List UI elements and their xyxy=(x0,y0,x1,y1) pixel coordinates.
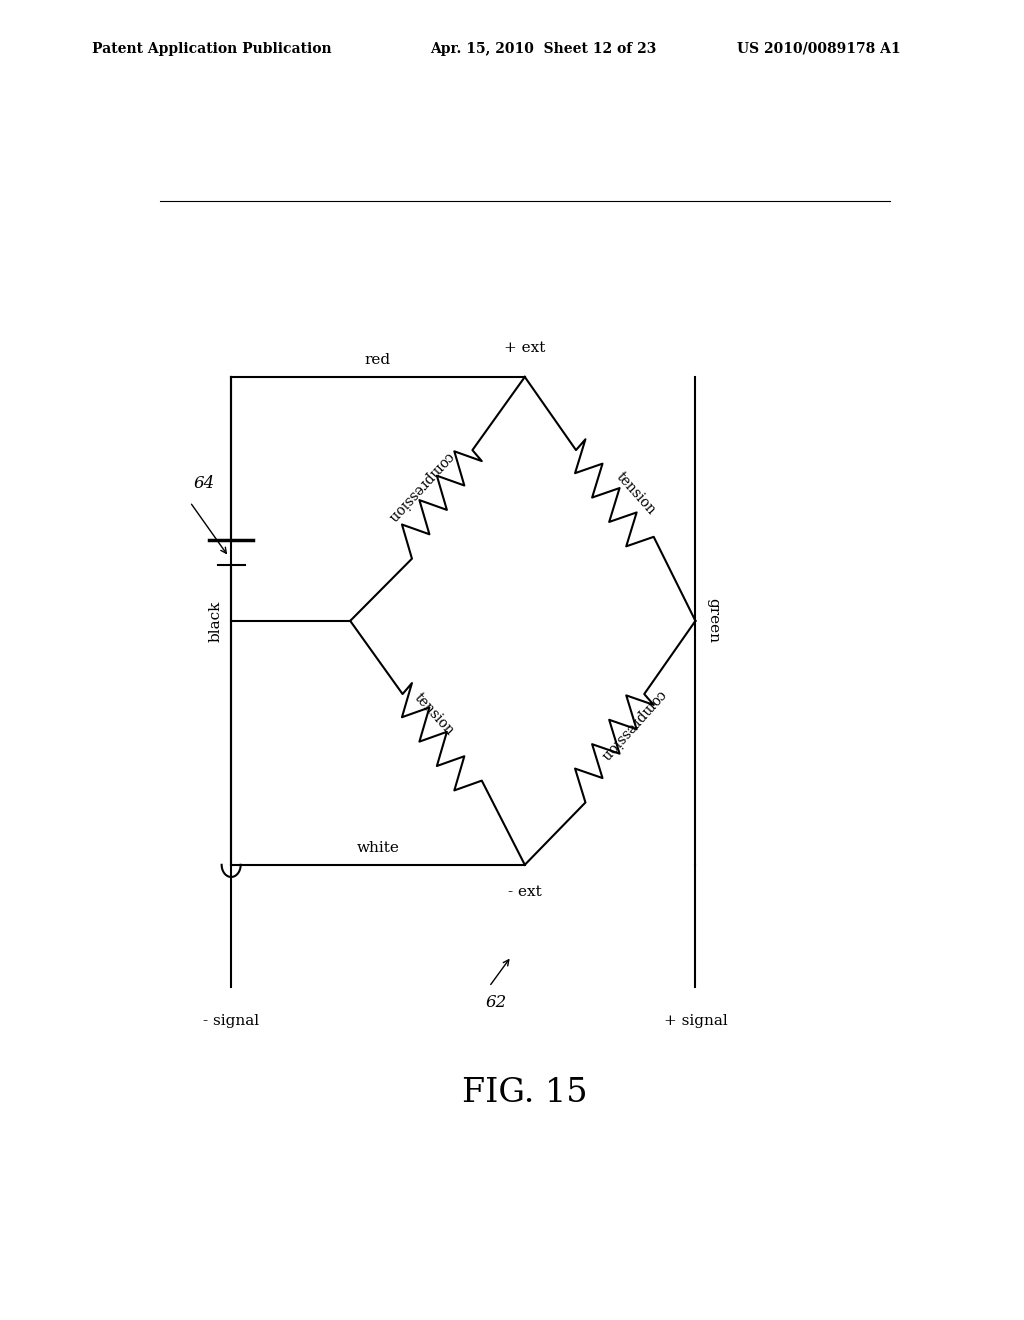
Text: Apr. 15, 2010  Sheet 12 of 23: Apr. 15, 2010 Sheet 12 of 23 xyxy=(430,42,656,55)
Text: white: white xyxy=(356,841,399,854)
Text: FIG. 15: FIG. 15 xyxy=(462,1077,588,1110)
Text: - ext: - ext xyxy=(508,886,542,899)
Text: black: black xyxy=(208,601,222,642)
Text: tension: tension xyxy=(613,470,658,517)
Text: US 2010/0089178 A1: US 2010/0089178 A1 xyxy=(737,42,901,55)
Text: compression: compression xyxy=(385,449,456,524)
Text: red: red xyxy=(365,352,391,367)
Text: green: green xyxy=(706,598,720,643)
Text: compression: compression xyxy=(597,686,668,763)
Text: tension: tension xyxy=(411,690,456,738)
Text: - signal: - signal xyxy=(203,1014,259,1028)
Text: + ext: + ext xyxy=(504,341,546,355)
Text: 64: 64 xyxy=(194,475,214,492)
Text: Patent Application Publication: Patent Application Publication xyxy=(92,42,332,55)
Text: 62: 62 xyxy=(485,994,507,1011)
Text: + signal: + signal xyxy=(664,1014,727,1028)
